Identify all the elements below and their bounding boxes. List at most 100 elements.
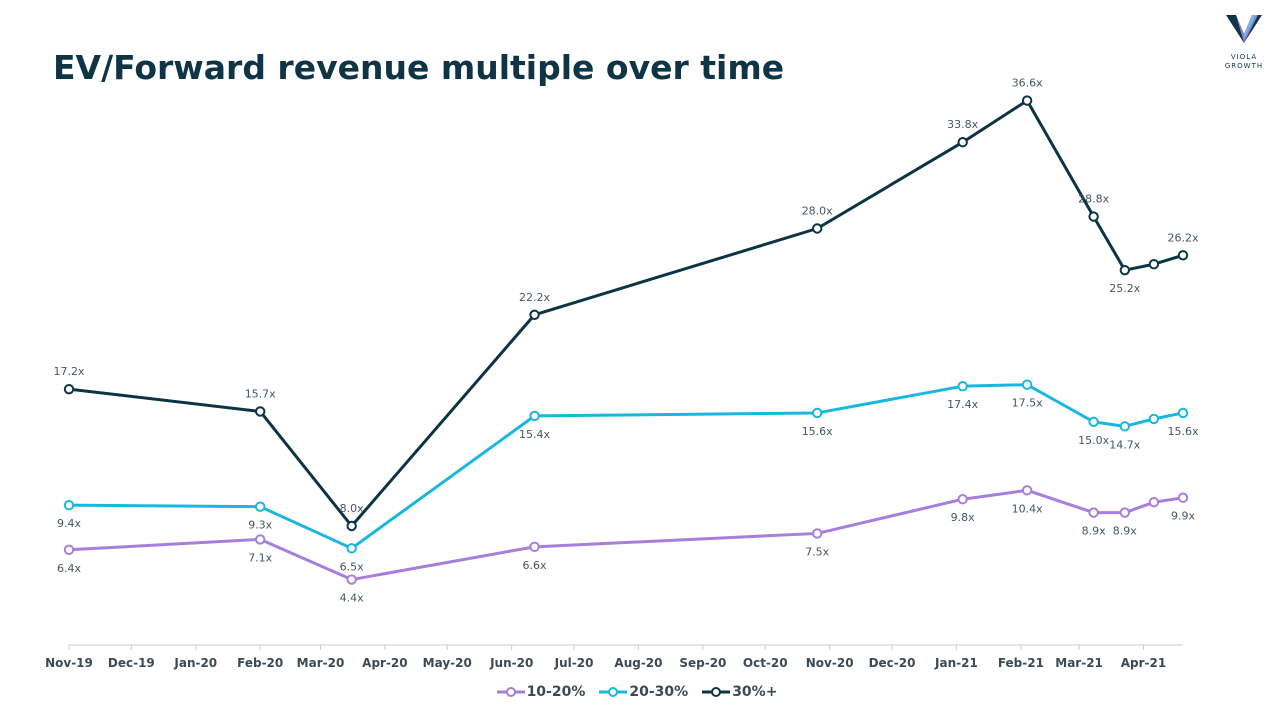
data-label: 15.4x — [519, 428, 550, 441]
data-label: 7.1x — [248, 551, 272, 564]
data-label: 6.4x — [57, 562, 81, 575]
x-tick-label: Jun-20 — [489, 656, 533, 670]
data-point — [63, 499, 75, 511]
data-point — [346, 543, 357, 554]
x-tick-label: Feb-21 — [998, 656, 1044, 670]
data-point — [1119, 264, 1131, 276]
data-label: 14.7x — [1109, 438, 1140, 451]
data-point — [1088, 416, 1099, 428]
x-tick-label: Apr-21 — [1121, 656, 1166, 670]
data-point — [1021, 379, 1033, 390]
viola-v-logo-icon — [1226, 15, 1262, 43]
data-label: 9.9x — [1171, 510, 1195, 523]
data-point — [812, 223, 823, 234]
legend-label: 30%+ — [732, 684, 778, 700]
data-label: 22.2x — [519, 291, 550, 304]
x-tick-label: Mar-20 — [297, 656, 345, 670]
logo-text-line1: VIOLA — [1230, 53, 1258, 61]
data-point — [1088, 507, 1099, 518]
x-tick-label: Jul-20 — [554, 656, 594, 670]
data-label: 8.0x — [340, 502, 364, 515]
data-point — [1119, 507, 1131, 518]
data-point — [1088, 211, 1099, 222]
data-point — [1148, 413, 1160, 425]
x-axis: Nov-19 Dec-19 Jan-20 Feb-20 Mar-20 Apr-20 May-… — [45, 644, 1183, 670]
series-line-30%+ — [68, 99, 1184, 528]
data-point — [63, 544, 75, 555]
data-label: 4.4x — [340, 592, 364, 605]
legend-swatch — [496, 687, 525, 697]
data-point — [63, 383, 75, 395]
logo-text-line2: GROWTH — [1224, 62, 1264, 70]
legend-swatch — [702, 687, 731, 697]
data-label: 6.6x — [523, 559, 547, 572]
data-label: 15.0x — [1078, 434, 1109, 447]
x-tick-label: Apr-20 — [362, 656, 407, 670]
x-tick-label: Aug-20 — [614, 656, 662, 670]
legend-item: 30%+ — [702, 684, 777, 700]
data-label: 10.4x — [1012, 502, 1043, 515]
data-point — [957, 494, 968, 505]
data-label: 9.3x — [248, 519, 272, 532]
data-label: 36.6x — [1012, 77, 1043, 90]
data-label: 15.6x — [802, 425, 833, 438]
data-label: 17.4x — [947, 398, 978, 411]
data-point — [1148, 497, 1160, 508]
data-labels: 6.4x 7.1x 4.4x 6.6x 7.5x 9.8x 10.4x 8.9x 8.9x 9.9… — [53, 77, 1198, 605]
data-point — [1177, 492, 1189, 503]
data-point — [812, 528, 823, 539]
data-point — [346, 520, 357, 532]
x-tick-label: May-20 — [423, 656, 472, 670]
data-label: 17.2x — [53, 365, 84, 378]
page-title: EV/Forward revenue multiple over time — [53, 48, 785, 87]
data-point — [255, 406, 266, 417]
x-tick-label: Jan-20 — [173, 656, 217, 670]
data-label: 28.8x — [1078, 193, 1109, 206]
legend-swatch — [599, 687, 628, 697]
data-point — [957, 137, 968, 148]
data-label: 9.4x — [57, 517, 81, 530]
data-label: 15.7x — [245, 387, 276, 400]
data-label: 28.0x — [802, 205, 833, 218]
data-label: 25.2x — [1109, 282, 1140, 295]
data-label: 8.9x — [1082, 525, 1106, 538]
legend-label: 10-20% — [526, 684, 586, 700]
x-tick-label: Jan-21 — [934, 656, 978, 670]
data-point — [812, 407, 823, 419]
data-point — [1021, 95, 1033, 106]
data-label: 6.5x — [340, 560, 364, 573]
x-tick-label: Nov-19 — [45, 656, 93, 670]
legend-label: 20-30% — [629, 684, 689, 700]
data-label: 33.8x — [947, 118, 978, 131]
data-point — [1021, 485, 1033, 496]
data-label: 17.5x — [1012, 397, 1043, 410]
x-tick-label: Nov-20 — [806, 656, 854, 670]
data-label: 15.6x — [1167, 425, 1198, 438]
legend-item: 10-20% — [496, 684, 586, 700]
data-point — [1148, 259, 1160, 270]
data-point — [255, 534, 266, 545]
data-point — [1177, 407, 1189, 419]
data-label: 26.2x — [1167, 231, 1198, 244]
x-tick-label: Mar-21 — [1055, 656, 1103, 670]
x-tick-label: Feb-20 — [237, 656, 283, 670]
series-layer — [63, 95, 1189, 585]
chart-legend: 10-20% 20-30% 30%+ — [0, 684, 1274, 700]
data-point — [346, 574, 357, 585]
data-point — [1177, 250, 1189, 261]
data-point — [1119, 421, 1131, 432]
data-point — [529, 309, 540, 320]
data-point — [957, 380, 968, 392]
x-tick-label: Sep-20 — [679, 656, 726, 670]
data-point — [529, 410, 540, 422]
data-label: 9.8x — [951, 511, 975, 524]
data-label: 8.9x — [1113, 525, 1137, 538]
data-point — [255, 501, 266, 512]
data-label: 7.5x — [805, 545, 829, 558]
legend-item: 20-30% — [599, 684, 688, 700]
x-tick-label: Dec-19 — [108, 656, 155, 670]
x-tick-label: Dec-20 — [869, 656, 916, 670]
x-tick-label: Oct-20 — [743, 656, 788, 670]
data-point — [529, 541, 540, 553]
